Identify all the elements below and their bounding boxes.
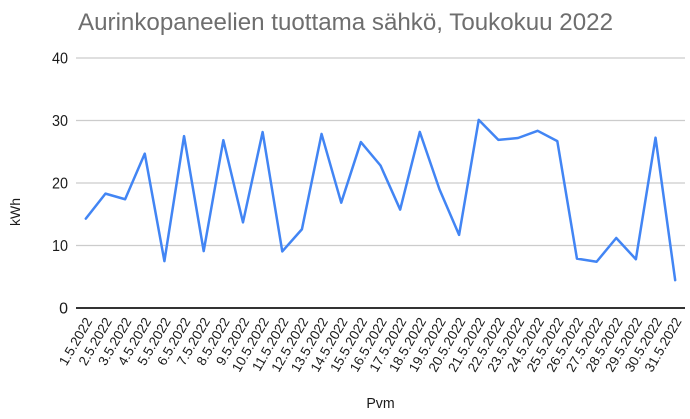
svg-text:20: 20 (52, 176, 68, 193)
svg-text:Pvm: Pvm (366, 396, 394, 412)
svg-text:40: 40 (52, 51, 68, 68)
svg-text:0: 0 (59, 301, 68, 318)
svg-text:10: 10 (52, 238, 68, 255)
svg-text:kWh: kWh (7, 198, 23, 226)
svg-text:Aurinkopaneelien tuottama sähk: Aurinkopaneelien tuottama sähkö, Toukoku… (78, 9, 613, 36)
svg-text:30: 30 (52, 113, 68, 130)
